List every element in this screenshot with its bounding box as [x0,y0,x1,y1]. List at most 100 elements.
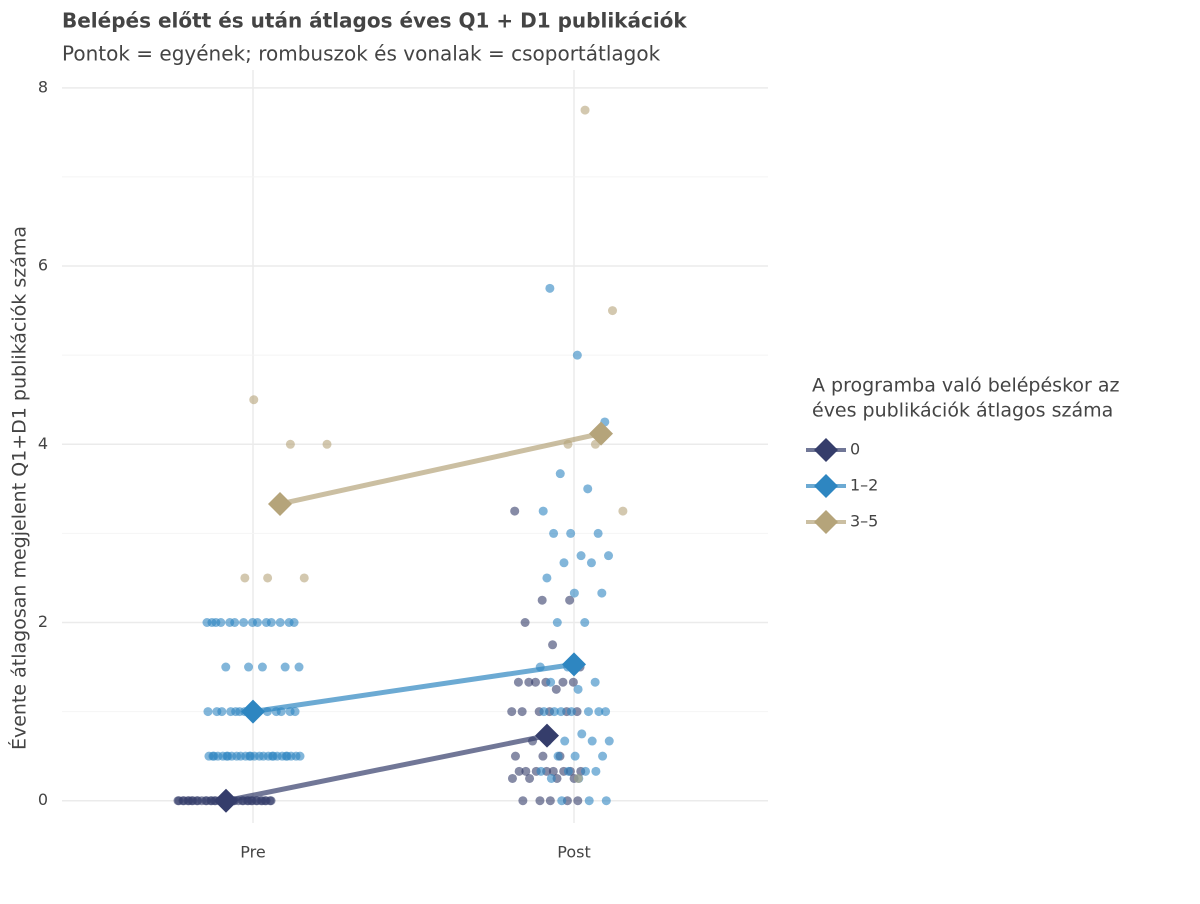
point [510,751,520,761]
point [299,573,309,583]
y-tick-label: 2 [38,612,48,631]
point [546,773,556,783]
point [231,707,241,717]
point [570,751,580,761]
point [263,573,273,583]
legend-label: 1–2 [850,476,878,495]
point [580,105,590,115]
point [546,677,556,687]
point [525,773,535,783]
point [254,751,264,761]
point [594,707,604,717]
point [217,707,227,717]
point [573,796,583,806]
point [290,707,300,717]
point [583,707,593,717]
legend-label: 3–5 [850,512,878,531]
point [597,588,607,598]
mean-diamond [589,421,613,446]
mean-diamond [241,699,265,724]
point [257,796,267,806]
point [538,751,548,761]
mean-line [279,431,602,507]
point [586,558,596,568]
point [601,796,611,806]
point [566,528,576,538]
mean-diamond [214,788,238,813]
point [537,595,547,605]
point [555,469,565,479]
x-tick-label: Post [557,843,590,862]
point [249,395,259,405]
point [565,595,575,605]
point [618,506,628,516]
point [536,766,546,776]
point [230,617,240,627]
point [569,588,579,598]
point [524,677,534,687]
point [591,766,601,776]
point [598,751,608,761]
point [577,729,587,739]
point [563,766,573,776]
point [548,766,558,776]
point [203,707,213,717]
x-tick-label: Pre [240,843,265,862]
point [221,662,231,672]
point [576,551,586,561]
point [590,677,600,687]
point [538,506,548,516]
point [266,796,276,806]
point [257,662,267,672]
point [548,640,558,650]
point [552,617,562,627]
point [551,684,561,694]
y-tick-label: 6 [38,256,48,275]
y-axis-label: Évente átlagosan megjelent Q1+D1 publiká… [8,226,31,750]
point [549,707,559,717]
point [573,684,583,694]
point [244,662,254,672]
mean-diamond [268,491,292,516]
point [507,707,517,717]
legend-marker [814,474,838,498]
point [573,773,583,783]
point [252,617,262,627]
mean-line [225,733,548,804]
point [513,677,523,687]
point [289,617,299,627]
point [275,617,285,627]
point [216,617,226,627]
point [549,528,559,538]
point [608,306,618,316]
point [322,439,332,449]
point [184,796,194,806]
point [587,736,597,746]
point [517,707,527,717]
point [539,707,549,717]
point [294,662,304,672]
mean-diamond [562,652,586,677]
point [246,751,256,761]
point [545,796,555,806]
point [560,736,570,746]
point [593,528,603,538]
point [282,751,292,761]
point [207,796,217,806]
point [240,573,250,583]
chart-subtitle: Pontok = egyének; rombuszok és vonalak =… [62,42,661,66]
point [581,766,591,776]
point [268,751,278,761]
legend-title: éves publikációk átlagos száma [812,400,1113,422]
point [285,439,295,449]
point [572,350,582,360]
point [232,751,242,761]
legend-title: A programba való belépéskor az [812,375,1120,397]
point [514,766,524,776]
point [566,707,576,717]
point [568,677,578,687]
point [209,751,219,761]
point [604,551,614,561]
mean-line [252,661,575,715]
